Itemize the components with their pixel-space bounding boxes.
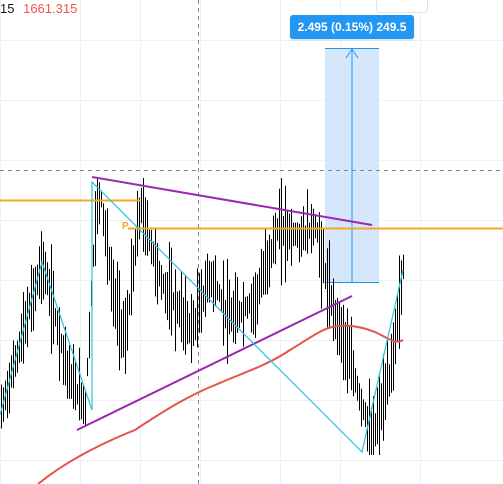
interval-label: 15 [0,1,15,16]
toolbar-corner[interactable] [376,0,428,13]
last-price: 1661.315 [23,1,78,16]
price-measure-arrow-icon [345,48,359,59]
triangle-lower-trendline [76,295,353,431]
pivot-marker-label: P [122,221,129,232]
drawing-tools[interactable] [0,176,503,454]
triangle-upper-trendline [91,176,373,226]
moving-average-line [37,324,404,484]
moving-average-curve [37,324,404,484]
price-range-label[interactable]: 2.495 (0.15%) 249.5 [290,15,414,39]
chart-header: 15 1661.315 [0,0,77,18]
candlestick-series [1,178,404,455]
price-range-measure[interactable] [325,48,379,283]
zigzag-pattern-line [0,180,404,454]
